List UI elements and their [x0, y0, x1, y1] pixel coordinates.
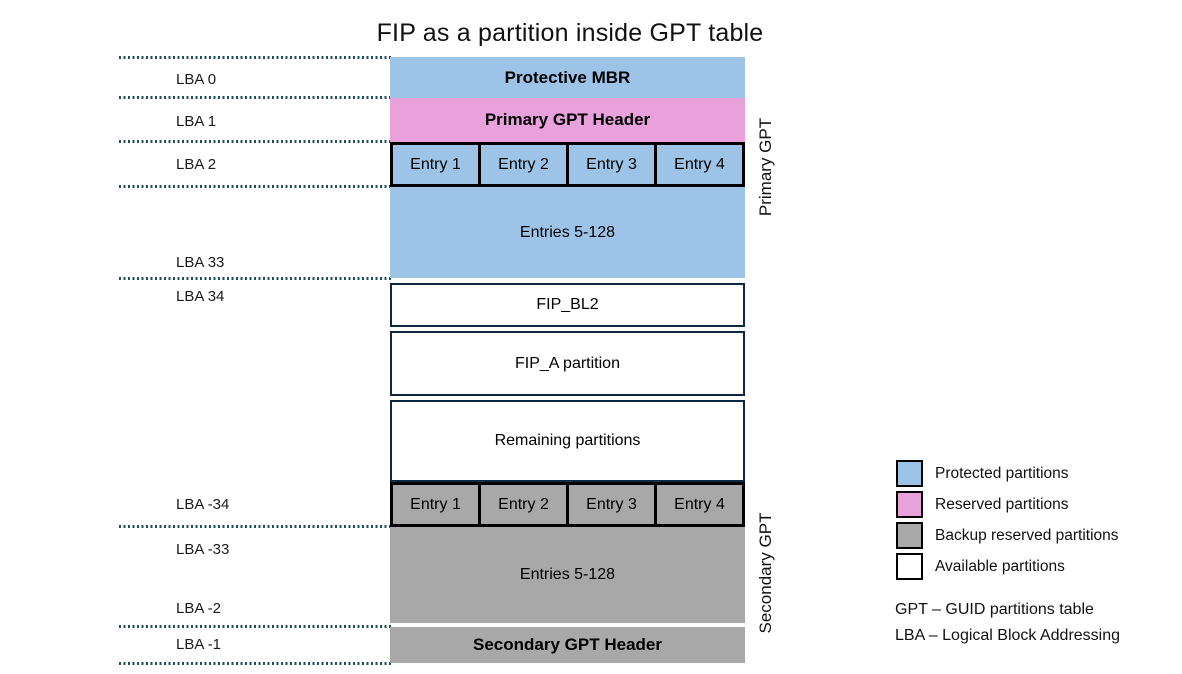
- lba-label-n1: LBA -1: [176, 636, 222, 653]
- lba-boundary-line: [119, 56, 391, 59]
- lba-label-n33: LBA -33: [176, 541, 230, 558]
- block-secondary-entry-4: Entry 4: [654, 482, 745, 527]
- block-primary-entry-3: Entry 3: [566, 142, 657, 187]
- block-secondary-entries-5-128: Entries 5-128: [390, 527, 745, 623]
- legend-swatch-reserved: [896, 491, 923, 518]
- block-primary-entry-2: Entry 2: [478, 142, 569, 187]
- block-secondary-entry-1: Entry 1: [390, 482, 481, 527]
- lba-label-33: LBA 33: [176, 254, 225, 271]
- block-secondary-entry-row: Entry 1 Entry 2 Entry 3 Entry 4: [390, 482, 745, 527]
- block-primary-entries-5-128: Entries 5-128: [390, 187, 745, 278]
- side-label-primary-gpt: Primary GPT: [756, 117, 775, 217]
- block-remaining-partitions: Remaining partitions: [390, 400, 745, 482]
- legend-swatch-backup: [896, 522, 923, 549]
- block-primary-gpt-header: Primary GPT Header: [390, 98, 745, 142]
- legend-item-protected: Protected partitions: [896, 460, 1069, 487]
- lba-boundary-line: [119, 277, 391, 280]
- lba-boundary-line: [119, 140, 391, 143]
- legend-label-protected: Protected partitions: [935, 464, 1069, 482]
- note-lba-abbreviation: LBA – Logical Block Addressing: [895, 627, 1121, 644]
- lba-label-34: LBA 34: [176, 288, 225, 305]
- legend-swatch-available: [896, 553, 923, 580]
- legend-item-backup: Backup reserved partitions: [896, 522, 1119, 549]
- block-primary-entry-row: Entry 1 Entry 2 Entry 3 Entry 4: [390, 142, 745, 187]
- legend-swatch-protected: [896, 460, 923, 487]
- lba-boundary-line: [119, 662, 391, 665]
- legend-label-available: Available partitions: [935, 557, 1065, 575]
- lba-boundary-line: [119, 96, 391, 99]
- block-fip-a-partition: FIP_A partition: [390, 331, 745, 396]
- block-secondary-entry-3: Entry 3: [566, 482, 657, 527]
- block-secondary-entry-2: Entry 2: [478, 482, 569, 527]
- diagram-title: FIP as a partition inside GPT table: [376, 19, 764, 47]
- legend-item-reserved: Reserved partitions: [896, 491, 1069, 518]
- lba-label-n34: LBA -34: [176, 496, 230, 513]
- note-gpt-abbreviation: GPT – GUID partitions table: [895, 601, 1094, 618]
- block-fip-bl2: FIP_BL2: [390, 283, 745, 327]
- block-primary-entry-1: Entry 1: [390, 142, 481, 187]
- lba-label-0: LBA 0: [176, 71, 217, 88]
- legend-label-backup: Backup reserved partitions: [935, 526, 1119, 544]
- block-secondary-gpt-header: Secondary GPT Header: [390, 627, 745, 663]
- legend-label-reserved: Reserved partitions: [935, 495, 1069, 513]
- lba-label-2: LBA 2: [176, 156, 217, 173]
- lba-boundary-line: [119, 525, 391, 528]
- block-primary-entry-4: Entry 4: [654, 142, 745, 187]
- lba-label-1: LBA 1: [176, 113, 217, 130]
- legend-item-available: Available partitions: [896, 553, 1065, 580]
- lba-boundary-line: [119, 625, 391, 628]
- side-label-secondary-gpt: Secondary GPT: [756, 512, 775, 634]
- lba-label-n2: LBA -2: [176, 600, 222, 617]
- block-protective-mbr: Protective MBR: [390, 57, 745, 98]
- lba-boundary-line: [119, 185, 391, 188]
